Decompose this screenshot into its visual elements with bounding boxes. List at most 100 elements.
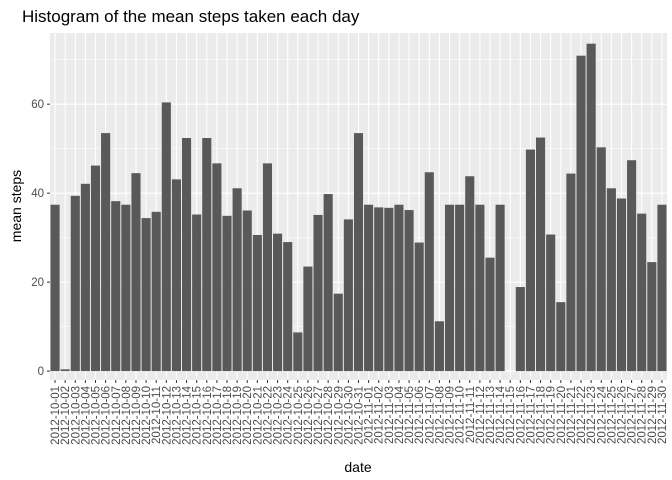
bar-2012-10-26 (303, 266, 313, 372)
x-tick-label: 2012-10-11 (151, 386, 163, 444)
bar-2012-11-05 (404, 210, 414, 372)
bar-2012-10-22 (262, 163, 273, 372)
bar-2012-11-21 (566, 173, 576, 372)
x-axis-ticks: 2012-10-012012-10-022012-10-032012-10-04… (50, 380, 669, 445)
x-tick-label: 2012-10-27 (313, 386, 325, 445)
bar-2012-10-27 (313, 214, 323, 372)
bar-2012-10-07 (111, 201, 121, 372)
bar-2012-10-28 (323, 194, 333, 372)
bar-2012-11-12 (475, 204, 485, 372)
x-tick-label: 2012-10-04 (80, 385, 92, 444)
bar-2012-11-29 (647, 262, 657, 372)
bar-2012-10-23 (273, 233, 283, 372)
x-tick-label: 2012-10-12 (161, 386, 173, 445)
x-tick-label: 2012-10-15 (192, 386, 204, 445)
x-tick-label: 2012-10-05 (91, 386, 103, 445)
bar-2012-10-29 (333, 293, 343, 372)
x-tick-label: 2012-11-13 (485, 386, 497, 444)
bar-2012-11-25 (606, 188, 616, 372)
x-tick-label: 2012-10-08 (121, 386, 133, 445)
bar-2012-11-22 (576, 55, 586, 372)
bar-2012-10-14 (182, 137, 192, 372)
x-tick-label: 2012-11-27 (627, 386, 639, 444)
x-tick-label: 2012-10-20 (242, 386, 254, 445)
x-tick-label: 2012-11-15 (505, 386, 517, 444)
x-tick-label: 2012-11-07 (424, 386, 436, 444)
x-tick-label: 2012-11-30 (657, 386, 669, 444)
x-tick-label: 2012-11-23 (586, 386, 598, 444)
x-tick-label: 2012-10-03 (70, 386, 82, 445)
x-tick-label: 2012-11-09 (445, 386, 457, 444)
bar-2012-10-08 (121, 204, 131, 372)
x-tick-label: 2012-10-17 (212, 386, 224, 445)
bar-2012-10-09 (131, 173, 141, 372)
x-tick-label: 2012-11-10 (455, 386, 467, 444)
bar-2012-10-24 (283, 242, 293, 372)
x-tick-label: 2012-11-29 (647, 386, 659, 444)
bar-2012-11-19 (546, 234, 556, 372)
x-tick-label: 2012-10-02 (60, 386, 72, 445)
bar-2012-10-20 (242, 210, 252, 372)
bars (50, 43, 667, 372)
x-tick-label: 2012-10-14 (182, 385, 194, 444)
bar-2012-11-18 (536, 137, 546, 372)
bar-2012-11-02 (374, 207, 384, 372)
bar-2012-11-28 (637, 213, 647, 372)
y-tick-label: 0 (38, 366, 44, 378)
bar-2012-10-17 (212, 163, 222, 372)
chart-title: Histogram of the mean steps taken each d… (22, 7, 360, 26)
bar-2012-11-08 (434, 321, 444, 372)
bar-2012-10-31 (353, 133, 364, 372)
bar-2012-11-01 (364, 204, 374, 372)
x-tick-label: 2012-10-07 (111, 386, 123, 445)
x-tick-label: 2012-11-12 (475, 386, 487, 444)
bar-2012-10-02 (60, 369, 70, 372)
bar-2012-10-05 (90, 165, 101, 372)
bar-2012-10-19 (232, 188, 242, 372)
bar-2012-11-24 (596, 147, 606, 372)
x-tick-label: 2012-10-25 (293, 386, 305, 445)
bar-2012-10-12 (161, 102, 171, 372)
x-tick-label: 2012-10-01 (50, 386, 62, 445)
bar-2012-11-16 (515, 287, 525, 372)
x-tick-label: 2012-11-25 (606, 386, 618, 444)
bar-2012-11-14 (495, 204, 505, 372)
bar-2012-11-17 (525, 149, 535, 372)
bar-2012-11-13 (485, 257, 495, 372)
x-tick-label: 2012-11-02 (374, 386, 386, 444)
x-axis-title: date (344, 459, 371, 475)
bar-2012-11-04 (394, 204, 404, 372)
x-tick-label: 2012-10-22 (262, 386, 274, 445)
y-axis-title: mean steps (8, 170, 24, 242)
x-tick-label: 2012-11-26 (616, 386, 628, 444)
y-tick-label: 20 (31, 277, 44, 289)
x-tick-label: 2012-10-09 (131, 386, 143, 445)
bar-2012-10-10 (141, 218, 151, 372)
bar-2012-10-30 (343, 219, 353, 372)
bar-2012-11-26 (616, 198, 627, 372)
y-axis-ticks: 0 20 40 60 (31, 99, 50, 378)
bar-2012-11-06 (414, 242, 424, 372)
bar-2012-10-16 (202, 137, 212, 372)
x-tick-label: 2012-11-20 (556, 386, 568, 444)
bar-2012-11-23 (586, 43, 596, 372)
bar-2012-10-06 (101, 133, 111, 372)
x-tick-label: 2012-11-04 (394, 385, 406, 444)
x-tick-label: 2012-10-10 (141, 386, 153, 445)
bar-2012-10-25 (293, 332, 303, 372)
x-tick-label: 2012-11-06 (414, 386, 426, 444)
x-tick-label: 2012-10-16 (202, 386, 214, 445)
bar-2012-11-30 (657, 204, 667, 372)
bar-2012-11-03 (384, 207, 394, 372)
bar-2012-11-09 (444, 204, 455, 372)
x-tick-label: 2012-11-21 (566, 386, 578, 444)
x-tick-label: 2012-11-03 (384, 386, 396, 444)
x-tick-label: 2012-11-01 (364, 386, 376, 444)
x-tick-label: 2012-10-29 (333, 386, 345, 445)
bar-2012-11-20 (556, 302, 566, 372)
y-tick-label: 60 (31, 99, 44, 111)
bar-2012-10-15 (192, 214, 202, 372)
x-tick-label: 2012-10-21 (252, 386, 264, 445)
bar-2012-11-10 (455, 204, 465, 372)
